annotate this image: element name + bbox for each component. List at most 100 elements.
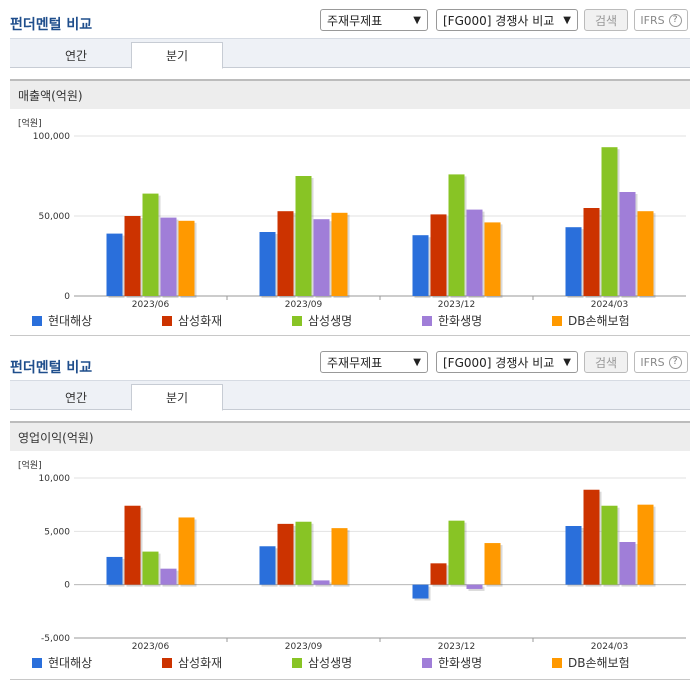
legend-swatch	[32, 315, 42, 326]
bar-삼성생명-2024-03	[601, 505, 618, 585]
unit-label: [억원]	[18, 117, 42, 129]
bar-삼성생명-2024-03	[601, 147, 618, 296]
fundamental-panel-sales: 펀더멘털 비교 주재무제표 ▼ [FG000] 경쟁사 비교 ▼ 검색 IFRS…	[0, 0, 696, 340]
panel-title: 펀더멘털 비교	[10, 17, 93, 33]
bar-DB손해보험-2023-12	[484, 543, 501, 585]
chevron-down-icon: ▼	[563, 356, 571, 368]
divider	[10, 335, 690, 336]
bar-현대해상-2023-06	[106, 233, 123, 296]
legend-swatch	[552, 657, 562, 668]
y-tick-label: 0	[64, 292, 70, 302]
section-header: 영업이익(억원)	[10, 421, 690, 451]
peer-group-value: [FG000] 경쟁사 비교	[443, 13, 555, 28]
bar-삼성생명-2023-09	[295, 176, 312, 296]
bar-삼성화재-2023-09	[277, 211, 294, 296]
bar-한화생명-2024-03	[619, 192, 636, 296]
chart-legend: 현대해상 삼성화재 삼성생명 한화생명 DB손해보험	[32, 312, 672, 328]
legend-swatch	[422, 315, 432, 326]
tab-quarterly[interactable]: 분기	[131, 42, 223, 69]
x-tick-label: 2023/06	[132, 300, 170, 308]
peer-group-value: [FG000] 경쟁사 비교	[443, 355, 555, 370]
bar-삼성화재-2024-03	[583, 489, 600, 585]
legend-label: 현대해상	[48, 656, 93, 670]
bar-현대해상-2024-03	[565, 526, 582, 585]
ifrs-button[interactable]: IFRS ?	[634, 9, 688, 31]
search-button[interactable]: 검색	[584, 9, 628, 31]
bar-현대해상-2023-09	[259, 232, 276, 296]
peer-group-select[interactable]: [FG000] 경쟁사 비교 ▼	[436, 351, 578, 373]
bar-삼성생명-2023-09	[295, 521, 312, 585]
bar-DB손해보험-2023-12	[484, 222, 501, 296]
tab-quarterly[interactable]: 분기	[131, 384, 223, 411]
bar-삼성화재-2024-03	[583, 208, 600, 296]
bar-현대해상-2024-03	[565, 227, 582, 296]
search-button[interactable]: 검색	[584, 351, 628, 373]
unit-label: [억원]	[18, 459, 42, 471]
legend-item-한화생명[interactable]: 한화생명	[422, 654, 482, 671]
ifrs-label: IFRS	[640, 13, 665, 27]
statement-type-select[interactable]: 주재무제표 ▼	[320, 9, 428, 31]
legend-swatch	[292, 315, 302, 326]
chevron-down-icon: ▼	[563, 14, 571, 26]
x-tick-label: 2024/03	[591, 300, 628, 308]
legend-label: 삼성생명	[308, 314, 353, 328]
tab-annual[interactable]: 연간	[64, 390, 88, 405]
fundamental-panel-operating-profit: 펀더멘털 비교 주재무제표 ▼ [FG000] 경쟁사 비교 ▼ 검색 IFRS…	[0, 343, 696, 684]
statement-type-select[interactable]: 주재무제표 ▼	[320, 351, 428, 373]
y-tick-label: -5,000	[41, 634, 70, 644]
ifrs-button[interactable]: IFRS ?	[634, 351, 688, 373]
peer-group-select[interactable]: [FG000] 경쟁사 비교 ▼	[436, 9, 578, 31]
chevron-down-icon: ▼	[413, 356, 421, 368]
legend-item-DB손해보험[interactable]: DB손해보험	[552, 654, 630, 671]
legend-swatch	[422, 657, 432, 668]
bar-현대해상-2023-12	[412, 584, 429, 599]
legend-swatch	[292, 657, 302, 668]
legend-swatch	[162, 315, 172, 326]
y-tick-label: 5,000	[44, 527, 70, 537]
bar-DB손해보험-2024-03	[637, 211, 654, 296]
legend-swatch	[32, 657, 42, 668]
panel-title: 펀더멘털 비교	[10, 360, 93, 376]
legend-label: 삼성화재	[178, 314, 223, 328]
bar-한화생명-2023-06	[160, 217, 177, 296]
bar-삼성화재-2023-09	[277, 523, 294, 585]
x-tick-label: 2024/03	[591, 642, 628, 651]
bar-삼성화재-2023-12	[430, 563, 447, 585]
legend-swatch	[162, 657, 172, 668]
legend-swatch	[552, 315, 562, 326]
tab-annual[interactable]: 연간	[64, 48, 88, 63]
y-tick-label: 100,000	[33, 132, 70, 142]
legend-item-한화생명[interactable]: 한화생명	[422, 312, 482, 329]
legend-label: DB손해보험	[568, 656, 630, 670]
legend-item-현대해상[interactable]: 현대해상	[32, 312, 92, 329]
legend-item-삼성화재[interactable]: 삼성화재	[162, 654, 222, 671]
legend-label: 현대해상	[48, 314, 93, 328]
legend-label: DB손해보험	[568, 314, 630, 328]
bar-삼성화재-2023-06	[124, 216, 141, 296]
bar-현대해상-2023-12	[412, 235, 429, 296]
divider	[10, 679, 690, 680]
legend-label: 한화생명	[438, 656, 483, 670]
bar-삼성화재-2023-12	[430, 214, 447, 296]
y-tick-label: 10,000	[39, 474, 71, 484]
bar-DB손해보험-2023-06	[178, 220, 195, 296]
legend-item-현대해상[interactable]: 현대해상	[32, 654, 92, 671]
bar-한화생명-2023-12	[466, 209, 483, 296]
legend-label: 삼성화재	[178, 656, 223, 670]
sales-bar-chart: [억원] 0 50,000 100,000 2023/06 2023/09 2023/12 2…	[18, 117, 686, 308]
bar-DB손해보험-2024-03	[637, 504, 654, 585]
legend-item-삼성생명[interactable]: 삼성생명	[292, 312, 352, 329]
bar-DB손해보험-2023-09	[331, 528, 348, 585]
legend-item-DB손해보험[interactable]: DB손해보험	[552, 312, 630, 329]
help-icon[interactable]: ?	[668, 13, 682, 27]
ifrs-label: IFRS	[640, 355, 665, 369]
help-icon[interactable]: ?	[668, 355, 682, 369]
legend-item-삼성화재[interactable]: 삼성화재	[162, 312, 222, 329]
bar-삼성화재-2023-06	[124, 505, 141, 585]
chart-legend: 현대해상 삼성화재 삼성생명 한화생명 DB손해보험	[32, 654, 672, 670]
statement-type-value: 주재무제표	[327, 13, 383, 28]
bar-한화생명-2023-06	[160, 568, 177, 585]
section-header: 매출액(억원)	[10, 79, 690, 109]
bar-삼성생명-2023-06	[142, 193, 159, 296]
legend-item-삼성생명[interactable]: 삼성생명	[292, 654, 352, 671]
